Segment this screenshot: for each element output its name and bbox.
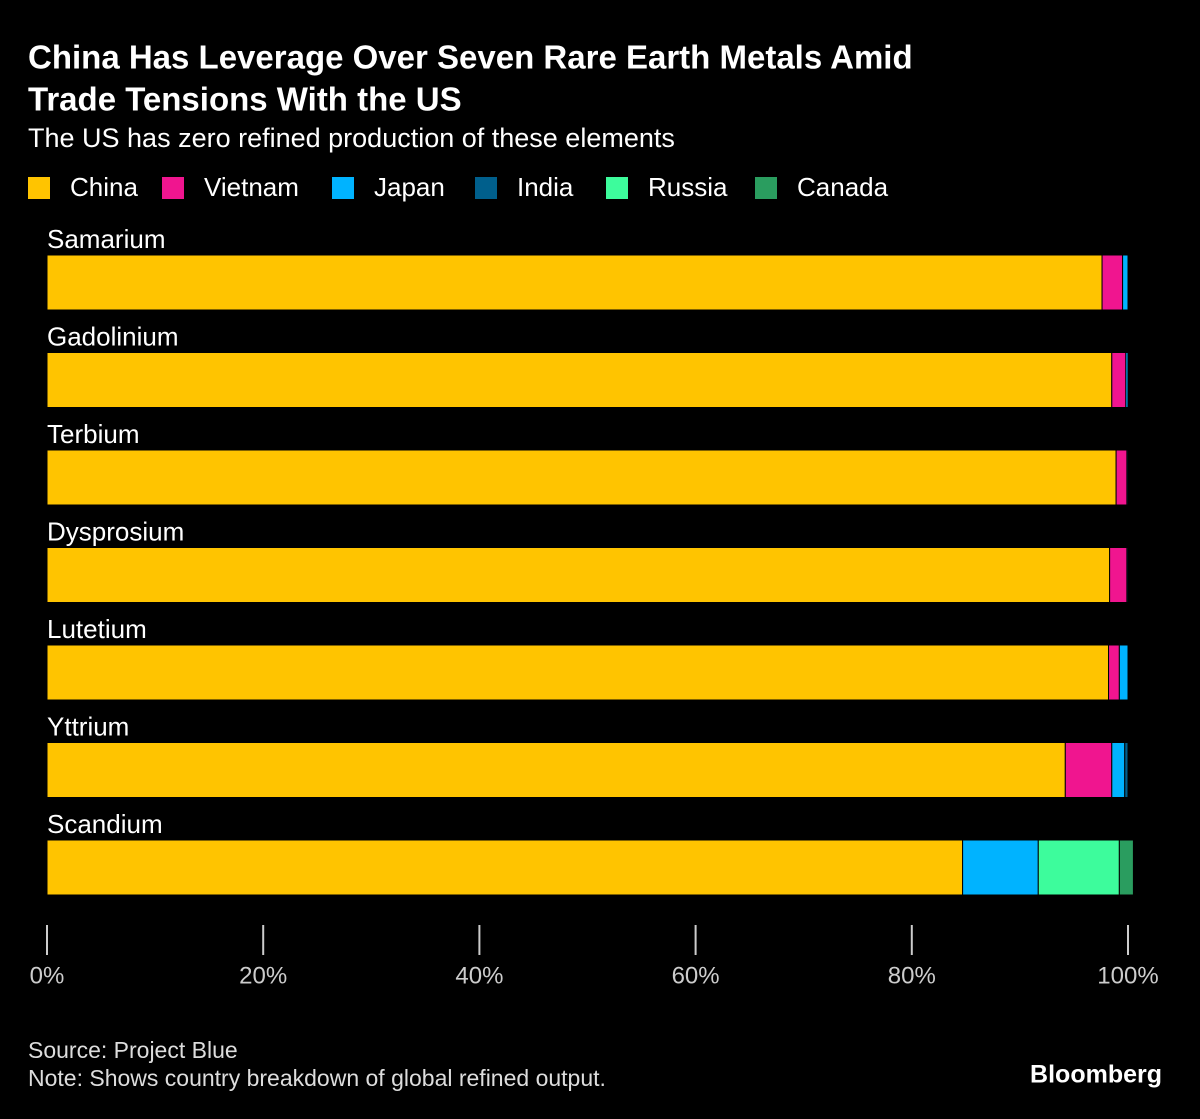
bar-segment [46, 352, 1113, 408]
bar-segment [1118, 839, 1134, 896]
bar-segment [1125, 352, 1129, 408]
bar-segment [1122, 254, 1129, 311]
legend-swatch [755, 177, 777, 199]
bar-segment [1111, 352, 1127, 408]
bar-segment [46, 742, 1066, 798]
chart-title: China Has Leverage Over Seven Rare Earth… [28, 39, 913, 76]
legend-swatch [606, 177, 628, 199]
bar-segment [46, 547, 1111, 603]
category-label: Scandium [47, 809, 163, 839]
legend-swatch [28, 177, 50, 199]
note: Note: Shows country breakdown of global … [28, 1065, 606, 1091]
bar-segment [1037, 839, 1120, 896]
brand: Bloomberg [1030, 1061, 1162, 1089]
bar-segment [1126, 449, 1129, 506]
bar-segment [1111, 742, 1126, 798]
legend-swatch [162, 177, 184, 199]
x-tick-label: 40% [455, 962, 503, 989]
bar-segment [46, 449, 1117, 506]
legend-label: Vietnam [204, 172, 299, 202]
category-label: Samarium [47, 224, 165, 254]
category-label: Yttrium [47, 711, 129, 741]
legend-label: Japan [374, 172, 445, 202]
category-label: Lutetium [47, 614, 147, 644]
category-label: Terbium [47, 419, 139, 449]
x-tick-label: 80% [888, 962, 936, 989]
x-tick-label: 60% [672, 962, 720, 989]
bar-segment [1064, 742, 1113, 798]
legend-label: Russia [648, 172, 728, 202]
bar-segment [46, 254, 1103, 311]
bar-segment [46, 839, 964, 896]
x-tick-label: 100% [1097, 962, 1158, 989]
category-label: Gadolinium [47, 321, 179, 351]
legend-swatch [332, 177, 354, 199]
bar-segment [1109, 547, 1128, 603]
legend-label: China [70, 172, 138, 202]
chart-subtitle: The US has zero refined production of th… [28, 123, 675, 153]
source: Source: Project Blue [28, 1037, 238, 1063]
bar-segment [1124, 742, 1129, 798]
legend-label: Canada [797, 172, 889, 202]
legend-swatch [475, 177, 497, 199]
x-tick-label: 0% [30, 962, 65, 989]
bar-segment [962, 839, 1039, 896]
bar-segment [1115, 449, 1128, 506]
bar-segment [1126, 547, 1129, 603]
category-label: Dysprosium [47, 516, 184, 546]
bar-segment [1118, 644, 1129, 701]
x-tick-label: 20% [239, 962, 287, 989]
bar-segment [1101, 254, 1124, 311]
chart-title: Trade Tensions With the US [28, 81, 462, 118]
legend-label: India [517, 172, 574, 202]
bar-segment [46, 644, 1110, 701]
bar-segment [1108, 644, 1120, 701]
